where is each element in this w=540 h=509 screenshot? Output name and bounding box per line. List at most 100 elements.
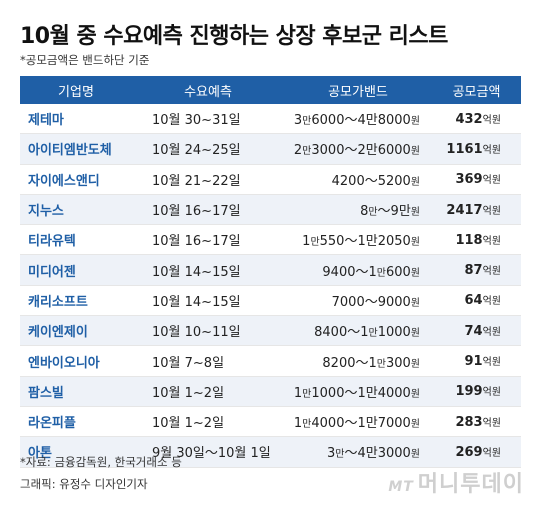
table-row: 제테마 10월 30~31일 3만6000～4만8000원 432억원 (20, 104, 521, 135)
price-band-unit: 원 (410, 267, 420, 279)
price-band-number: 3 (293, 113, 303, 129)
price-band: 1만1000～1만4000원 (284, 376, 432, 407)
price-band-unit: 만 (376, 267, 386, 279)
table-row: 지누스 10월 16~17일 8만～9만원 2417억원 (20, 194, 521, 226)
price-band-number: 8200～1 (322, 355, 377, 371)
offering-amount: 74억원 (432, 315, 521, 347)
table-row: 미디어젠 10월 14~15일 9400～1만600원 87억원 (20, 254, 521, 286)
company-name: 지누스 (20, 194, 132, 226)
offering-amount-unit: 억원 (482, 296, 501, 308)
offering-amount: 64억원 (432, 285, 521, 317)
offering-amount: 87억원 (432, 254, 521, 286)
price-band-number: 만 (365, 416, 378, 432)
price-band: 8200～1만300원 (284, 345, 432, 377)
price-band-number: ～9 (377, 204, 399, 220)
table-row: 티라유텍 10월 16~17일 1만550～1만2050원 118억원 (20, 224, 521, 256)
offering-amount-value: 74 (464, 323, 483, 339)
price-band-number: 1000～1 (311, 385, 366, 401)
offering-amount: 432억원 (432, 104, 521, 135)
table-row: 팜스빌 10월 1~2일 1만1000～1만4000원 199억원 (20, 376, 521, 407)
offering-amount: 283억원 (432, 406, 521, 438)
price-band-number: 600 (385, 264, 411, 280)
company-name: 미디어젠 (20, 254, 132, 286)
price-band-number: 1000 (377, 325, 411, 341)
offering-amount: 199억원 (432, 376, 521, 407)
offering-amount-value: 1161 (446, 141, 483, 157)
price-band-unit: 만 (302, 116, 312, 128)
demand-forecast-period: 10월 1~2일 (132, 376, 284, 407)
table-row: 캐리소프트 10월 14~15일 7000～9000원 64억원 (20, 285, 521, 317)
offering-amount-unit: 억원 (482, 144, 501, 156)
table-row: 아톤 9월 30일～10월 1일 3만～4만3000원 269억원 (20, 436, 521, 468)
price-band-unit: 원 (410, 207, 420, 219)
price-band-number: 8 (360, 204, 369, 220)
ipo-table: 기업명 수요예측 공모가밴드 공모금액 제테마 10월 30~31일 3만6000～… (20, 76, 521, 468)
table-row: 라온피플 10월 1~2일 1만4000～1만7000원 283억원 (20, 406, 521, 438)
offering-amount-value: 91 (464, 354, 483, 370)
price-band: 1만4000～1만7000원 (284, 406, 432, 438)
offering-amount-unit: 억원 (482, 447, 501, 459)
price-band: 9400～1만600원 (284, 254, 432, 286)
demand-forecast-period: 10월 21~22일 (132, 164, 284, 195)
demand-forecast-period: 10월 10~11일 (132, 315, 284, 347)
table-row: 아이티엠반도체 10월 24~25일 2만3000～2만6000원 1161억원 (20, 133, 521, 165)
publisher-logo: MT 머니투데이 (388, 466, 524, 498)
price-band-number: 7000～9000 (331, 294, 411, 310)
offering-amount-value: 369 (455, 172, 483, 188)
table-row: 자이에스앤디 10월 21~22일 4200～5200원 369억원 (20, 164, 521, 195)
price-band-number: 1 (293, 385, 303, 401)
offering-amount-unit: 억원 (482, 266, 501, 278)
offering-amount: 369억원 (432, 164, 521, 195)
chart-subtitle: *공모금액은 밴드하단 기준 (20, 53, 150, 67)
offering-amount-value: 64 (464, 293, 483, 309)
price-band-unit: 원 (410, 328, 420, 340)
offering-amount-unit: 억원 (482, 205, 501, 217)
price-band: 8만～9만원 (284, 194, 432, 226)
price-band: 8400～1만1000원 (284, 315, 432, 347)
price-band-unit: 만 (302, 419, 312, 431)
price-band: 3만6000～4만8000원 (284, 104, 432, 135)
price-band-unit: 원 (410, 237, 420, 249)
price-band-unit: 만 (368, 207, 378, 219)
price-band: 3만～4만3000원 (284, 436, 432, 468)
company-name: 라온피플 (20, 406, 132, 438)
price-band-number: 9400～1 (322, 264, 377, 280)
demand-forecast-period: 10월 16~17일 (132, 224, 284, 256)
offering-amount: 2417억원 (432, 194, 521, 226)
price-band-number: 3 (326, 446, 336, 462)
demand-forecast-period: 10월 30~31일 (132, 104, 284, 135)
company-name: 아이티엠반도체 (20, 133, 132, 165)
price-band-number: ～4 (344, 446, 366, 462)
header-company: 기업명 (20, 76, 132, 104)
offering-amount: 118억원 (432, 224, 521, 256)
table-row: 엔바이오니아 10월 7~8일 8200～1만300원 91억원 (20, 345, 521, 377)
offering-amount: 1161억원 (432, 133, 521, 165)
graphic-credit: 그래픽: 유정수 디자인기자 (20, 477, 148, 491)
header-period: 수요예측 (132, 76, 284, 104)
price-band-unit: 만 (310, 237, 320, 249)
demand-forecast-period: 9월 30일～10월 1일 (132, 436, 284, 468)
company-name: 팜스빌 (20, 376, 132, 407)
offering-amount-unit: 억원 (482, 235, 501, 247)
price-band-number: 8400～1 (314, 325, 369, 341)
price-band-number: 만 (398, 204, 411, 220)
offering-amount-value: 269 (455, 444, 483, 460)
price-band-number: 1 (302, 234, 311, 250)
company-name: 티라유텍 (20, 224, 132, 256)
offering-amount-unit: 억원 (482, 387, 501, 399)
chart-title: 10월 중 수요예측 진행하는 상장 후보군 리스트 (20, 24, 448, 49)
company-name: 캐리소프트 (20, 285, 132, 317)
price-band-number: 3000～2 (311, 143, 366, 159)
header-amount: 공모금액 (432, 76, 521, 104)
offering-amount-value: 2417 (446, 202, 483, 218)
price-band-number: 6000 (377, 143, 411, 159)
demand-forecast-period: 10월 7~8일 (132, 345, 284, 377)
demand-forecast-period: 10월 24~25일 (132, 133, 284, 165)
price-band-unit: 원 (410, 146, 420, 158)
price-band: 4200～5200원 (284, 164, 432, 195)
price-band-number: 1 (293, 416, 303, 432)
offering-amount-value: 432 (455, 111, 483, 127)
price-band-number: 4000～1 (311, 416, 366, 432)
price-band-number: 4200～5200 (331, 173, 411, 189)
price-band: 1만550～1만2050원 (284, 224, 432, 256)
